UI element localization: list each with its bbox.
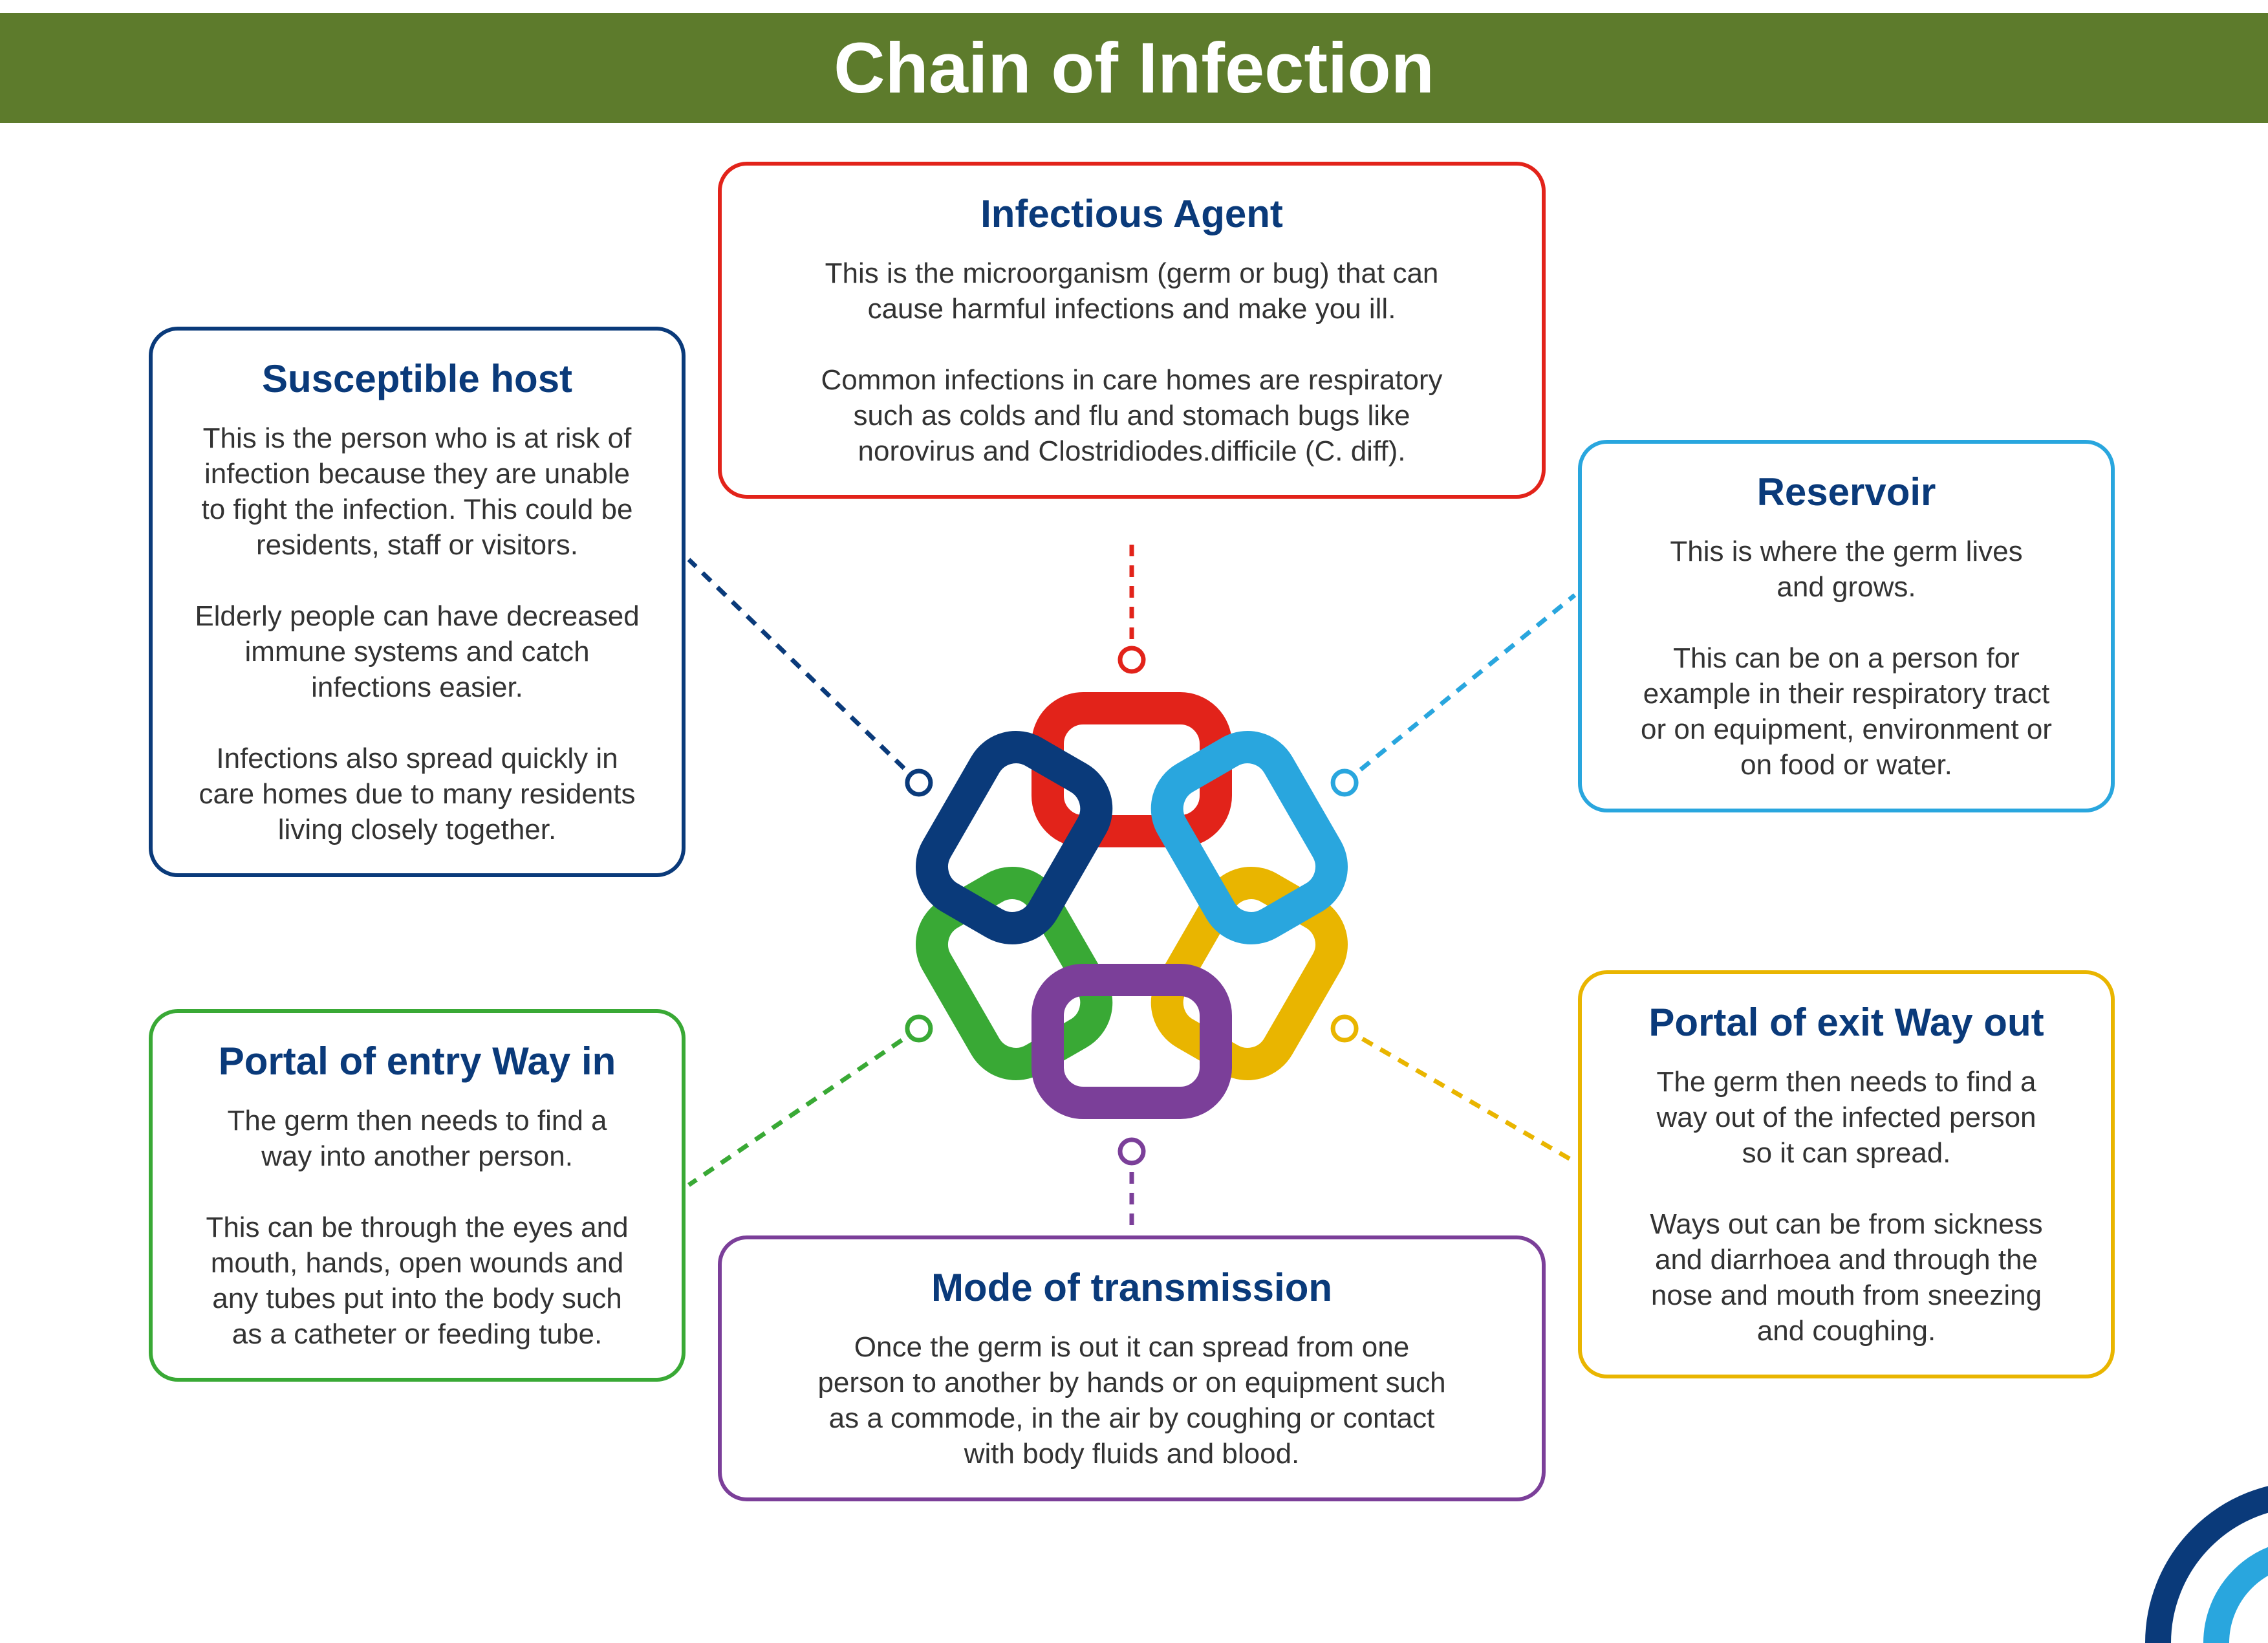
connector-green — [689, 1028, 919, 1185]
box-title: Reservoir — [1611, 470, 2082, 514]
connector-dot-purple — [1120, 1140, 1143, 1163]
box-body: Once the germ is out it can spread from … — [751, 1329, 1513, 1472]
info-box-susceptible-host: Susceptible host This is the person who i… — [149, 327, 686, 877]
page-root: { "header": { "title": "Chain of Infecti… — [0, 0, 2268, 1604]
connector-dot-yellow — [1333, 1017, 1356, 1040]
connector-darkblue — [689, 560, 919, 783]
connector-lightblue — [1345, 595, 1575, 783]
chain-link-lightblue — [1154, 734, 1345, 941]
box-title: Mode of transmission — [751, 1265, 1513, 1310]
box-title: Infectious Agent — [751, 191, 1513, 236]
box-body: This is the microorganism (germ or bug) … — [751, 256, 1513, 469]
info-box-reservoir: Reservoir This is where the germ lives an… — [1578, 440, 2115, 812]
chain-link-darkblue — [919, 734, 1110, 941]
box-body: The germ then needs to find a way into a… — [182, 1103, 653, 1352]
box-body: This is the person who is at risk of inf… — [182, 420, 653, 847]
box-title: Portal of exit Way out — [1611, 1000, 2082, 1045]
corner-arcs — [1971, 1307, 2268, 1643]
box-title: Susceptible host — [182, 356, 653, 401]
info-box-mode-transmission: Mode of transmission Once the germ is out… — [718, 1235, 1546, 1501]
info-box-portal-entry: Portal of entry Way in The germ then need… — [149, 1009, 686, 1382]
connector-dot-lightblue — [1333, 771, 1356, 794]
box-body: The germ then needs to find a way out of… — [1611, 1064, 2082, 1349]
connector-yellow — [1345, 1028, 1575, 1162]
corner-arc-inner — [2216, 1552, 2268, 1643]
connector-dot-darkblue — [907, 771, 931, 794]
connector-dot-red — [1120, 648, 1143, 671]
box-body: This is where the germ lives and grows. … — [1611, 534, 2082, 783]
connector-dot-green — [907, 1017, 931, 1040]
box-title: Portal of entry Way in — [182, 1039, 653, 1083]
info-box-infectious-agent: Infectious Agent This is the microorganis… — [718, 162, 1546, 499]
